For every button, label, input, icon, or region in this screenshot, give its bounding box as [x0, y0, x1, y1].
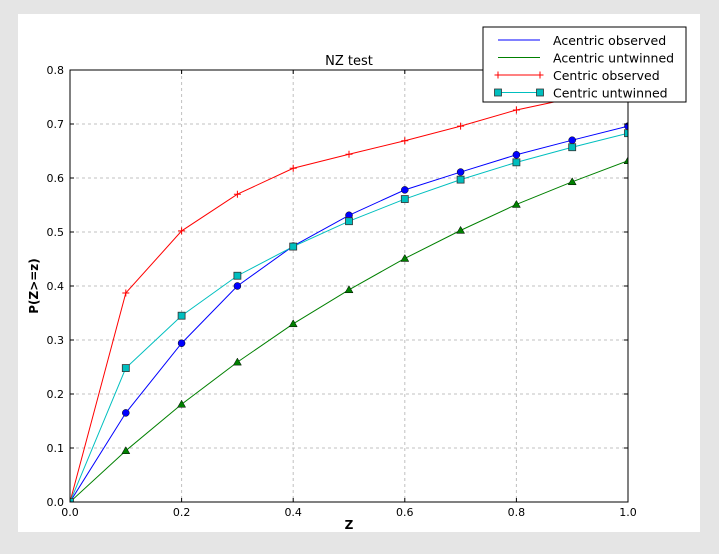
series-layer: [70, 82, 628, 502]
data-point-triangle: [511, 199, 521, 208]
legend-label: Centric observed: [553, 68, 660, 83]
data-point-triangle: [177, 399, 187, 408]
data-point-square: [624, 129, 628, 138]
data-point-plus: [122, 289, 130, 297]
series-centric-untwinned: [70, 129, 628, 502]
data-point-plus: [457, 122, 465, 130]
data-point-triangle: [567, 177, 577, 186]
data-point-square: [233, 271, 242, 280]
legend-label: Acentric untwinned: [553, 51, 674, 66]
y-axis-label: P(Z>=z): [27, 258, 41, 314]
data-point-square: [121, 364, 130, 372]
data-point-triangle: [121, 446, 131, 454]
x-tick-label: 0.0: [61, 506, 79, 519]
data-point-square: [456, 175, 465, 184]
data-point-triangle: [400, 253, 410, 262]
data-point-square: [70, 498, 74, 502]
data-point-plus: [401, 137, 409, 145]
data-point-triangle: [232, 357, 242, 366]
x-tick-label: 0.2: [173, 506, 191, 519]
y-tick-label: 0.2: [47, 388, 65, 401]
data-point-plus: [345, 150, 353, 158]
data-point-plus: [494, 71, 502, 79]
y-tick-label: 0.1: [47, 442, 65, 455]
data-point-circle: [456, 168, 465, 176]
data-point-square: [568, 143, 577, 152]
data-point-triangle: [623, 156, 628, 164]
y-tick-label: 0.5: [47, 226, 65, 239]
data-point-circle: [233, 282, 242, 290]
data-point-plus: [536, 71, 544, 79]
x-tick-label: 1.0: [619, 506, 637, 519]
y-tick-label: 0.4: [47, 280, 65, 293]
legend: Acentric observed Acentric untwinned Centr…: [482, 26, 687, 103]
y-tick-label: 0.6: [47, 172, 65, 185]
data-point-square: [289, 242, 298, 251]
data-point-square: [536, 88, 544, 97]
x-tick-label: 0.6: [396, 506, 414, 519]
data-point-circle: [401, 186, 409, 194]
data-point-plus: [178, 227, 186, 235]
data-point-square: [512, 158, 521, 167]
data-point-circle: [512, 151, 521, 159]
data-point-plus: [289, 164, 297, 172]
data-point-square: [177, 311, 186, 320]
data-point-triangle: [288, 319, 298, 328]
data-point-circle: [177, 339, 186, 347]
data-point-plus: [233, 190, 241, 198]
data-point-square: [494, 88, 502, 97]
ticks: 0.0 0.2 0.4 0.6 0.8 1.0 0.0 0.1 0.2 0.3 0.4 0.5 0.6 0…: [47, 64, 637, 519]
y-tick-label: 0.8: [47, 64, 65, 77]
data-point-square: [400, 195, 409, 203]
series-centric-observed: [70, 82, 628, 502]
legend-label: Acentric observed: [553, 33, 666, 48]
data-point-triangle: [456, 225, 466, 234]
y-tick-label: 0.7: [47, 118, 65, 131]
data-point-circle: [568, 136, 576, 144]
legend-label: Centric untwinned: [553, 86, 668, 101]
data-point-plus: [512, 106, 520, 114]
chart-title: NZ test: [325, 54, 373, 69]
x-axis-label: Z: [345, 518, 354, 532]
data-point-circle: [122, 409, 130, 417]
data-point-triangle: [344, 285, 354, 294]
y-tick-label: 0.3: [47, 334, 65, 347]
y-tick-label: 0.0: [47, 496, 65, 509]
x-tick-label: 0.4: [284, 506, 302, 519]
x-tick-label: 0.8: [508, 506, 526, 519]
data-point-square: [345, 217, 353, 226]
series-acentric-untwinned: [70, 156, 628, 502]
